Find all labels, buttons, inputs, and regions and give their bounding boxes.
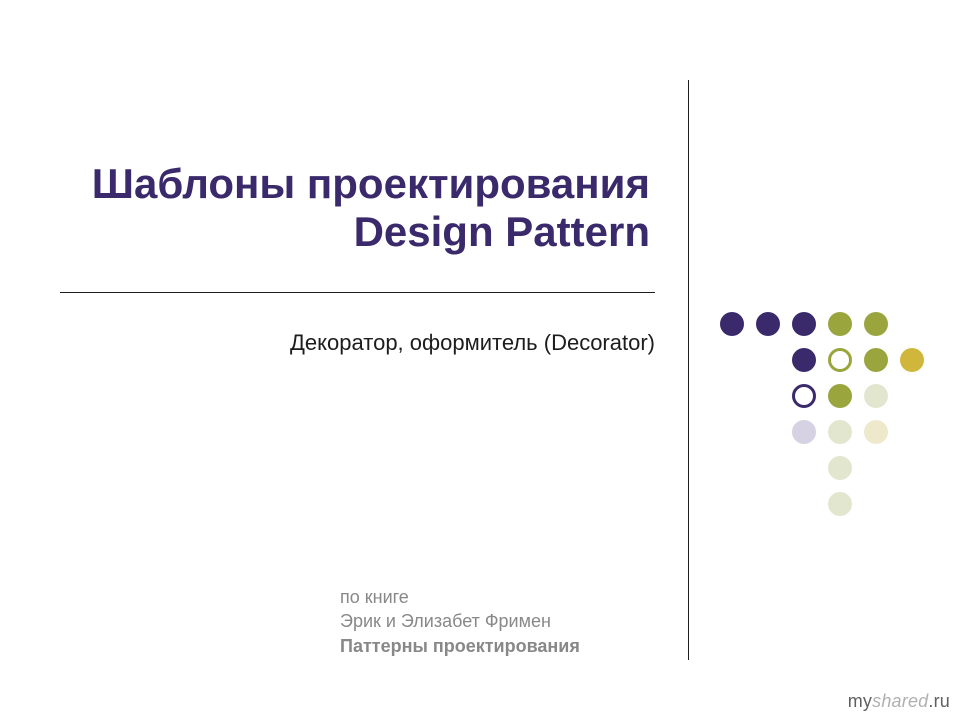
footer-line-3: Паттерны проектирования bbox=[340, 634, 740, 658]
watermark-part-3: .ru bbox=[928, 691, 950, 711]
vertical-divider bbox=[688, 80, 689, 660]
dot-16 bbox=[828, 492, 852, 516]
dot-2 bbox=[792, 312, 816, 336]
dot-10 bbox=[828, 384, 852, 408]
dot-11 bbox=[864, 384, 888, 408]
footer-line-1: по книге bbox=[340, 585, 740, 609]
watermark: myshared.ru bbox=[848, 691, 950, 712]
dot-4 bbox=[864, 312, 888, 336]
dot-7 bbox=[864, 348, 888, 372]
subtitle: Декоратор, оформитель (Decorator) bbox=[265, 330, 655, 356]
footer-block: по книге Эрик и Элизабет Фримен Паттерны… bbox=[340, 585, 740, 658]
dot-0 bbox=[720, 312, 744, 336]
dot-9 bbox=[792, 384, 816, 408]
dot-8 bbox=[900, 348, 924, 372]
dot-5 bbox=[792, 348, 816, 372]
title-line-2: Design Pattern bbox=[80, 208, 650, 256]
footer-line-2: Эрик и Элизабет Фримен bbox=[340, 609, 740, 633]
title-block: Шаблоны проектирования Design Pattern bbox=[80, 160, 650, 257]
watermark-part-2: shared bbox=[872, 691, 928, 711]
dot-14 bbox=[864, 420, 888, 444]
dot-12 bbox=[792, 420, 816, 444]
slide: Шаблоны проектирования Design Pattern Де… bbox=[0, 0, 960, 720]
dot-1 bbox=[756, 312, 780, 336]
title-underline bbox=[60, 292, 655, 293]
dot-6 bbox=[828, 348, 852, 372]
dot-15 bbox=[828, 456, 852, 480]
watermark-part-1: my bbox=[848, 691, 872, 711]
dot-13 bbox=[828, 420, 852, 444]
dot-3 bbox=[828, 312, 852, 336]
title-line-1: Шаблоны проектирования bbox=[80, 160, 650, 208]
